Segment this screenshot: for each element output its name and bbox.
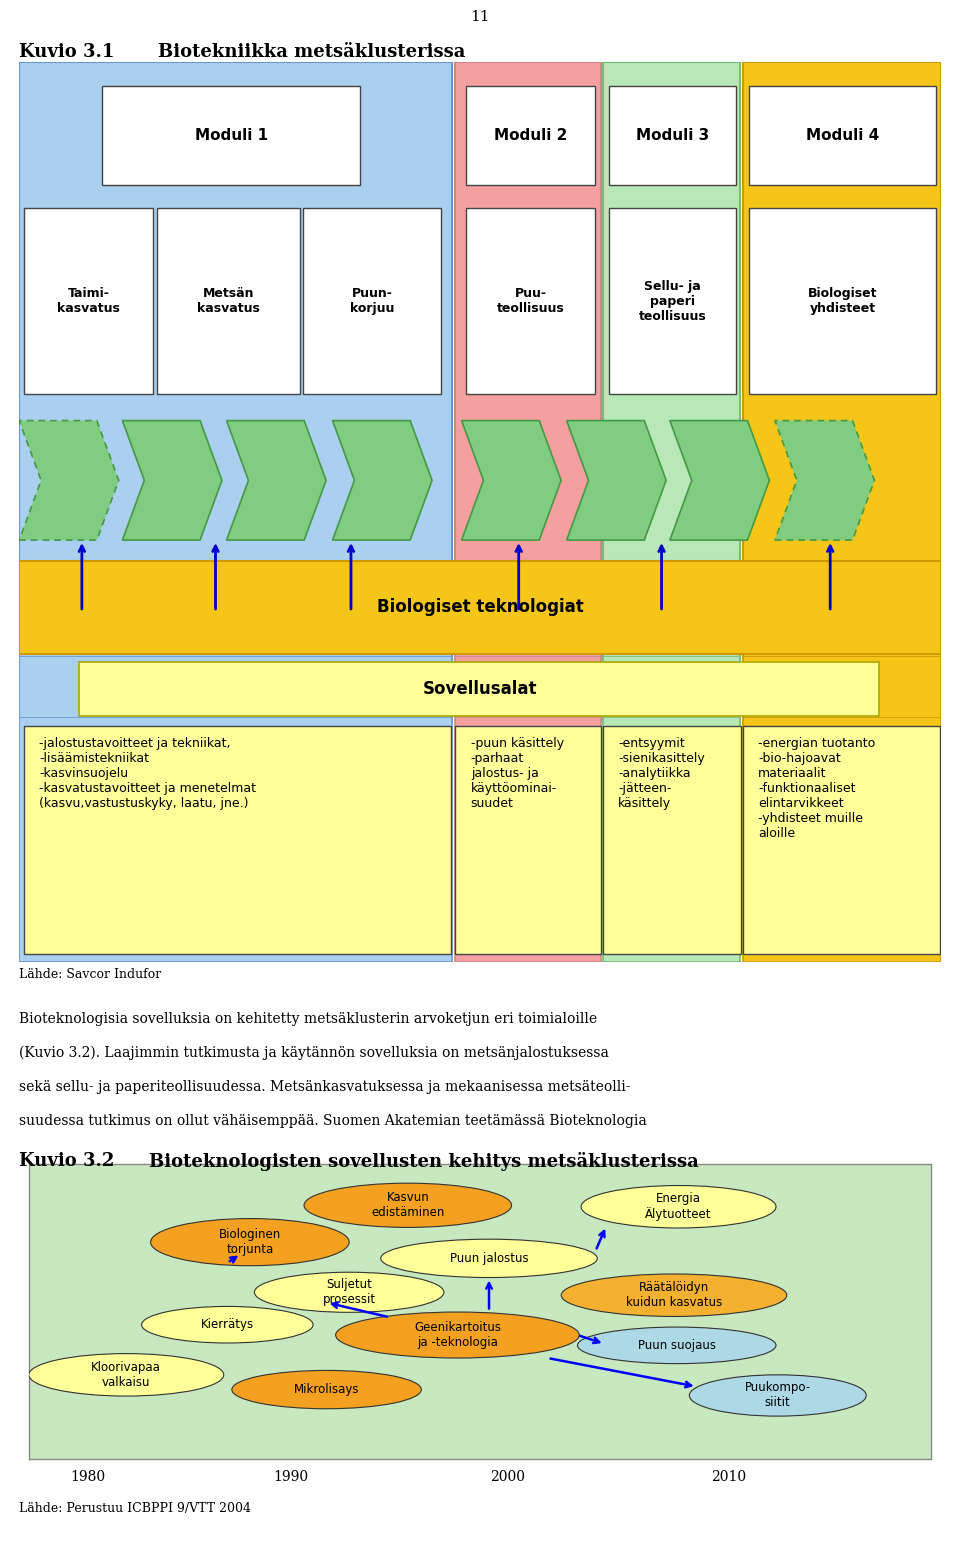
Text: Räätälöidyn
kuidun kasvatus: Räätälöidyn kuidun kasvatus xyxy=(626,1282,722,1310)
Bar xyxy=(455,717,601,962)
Polygon shape xyxy=(332,421,432,540)
FancyBboxPatch shape xyxy=(467,85,595,185)
Bar xyxy=(604,656,740,722)
Text: -jalostustavoitteet ja tekniikat,
-lisäämistekniikat
-kasvinsuojelu
-kasvatustav: -jalostustavoitteet ja tekniikat, -lisää… xyxy=(39,737,256,810)
Text: Geenikartoitus
ja -teknologia: Geenikartoitus ja -teknologia xyxy=(414,1321,501,1349)
Text: Puu-
teollisuus: Puu- teollisuus xyxy=(497,287,564,315)
Text: 2000: 2000 xyxy=(490,1470,524,1484)
Text: sekä sellu- ja paperiteollisuudessa. Metsänkasvatuksessa ja mekaanisessa metsäte: sekä sellu- ja paperiteollisuudessa. Met… xyxy=(19,1080,631,1094)
Text: Taimi-
kasvatus: Taimi- kasvatus xyxy=(57,287,120,315)
Text: Puun-
korjuu: Puun- korjuu xyxy=(350,287,395,315)
FancyBboxPatch shape xyxy=(749,85,936,185)
Bar xyxy=(743,62,941,660)
FancyBboxPatch shape xyxy=(157,208,300,394)
Text: Suljetut
prosessit: Suljetut prosessit xyxy=(323,1279,375,1307)
Text: Biologiset teknologiat: Biologiset teknologiat xyxy=(376,598,584,616)
FancyBboxPatch shape xyxy=(743,726,940,953)
Text: (Kuvio 3.2). Laajimmin tutkimusta ja käytännön sovelluksia on metsänjalostuksess: (Kuvio 3.2). Laajimmin tutkimusta ja käy… xyxy=(19,1046,609,1060)
Text: Moduli 2: Moduli 2 xyxy=(494,127,567,143)
Polygon shape xyxy=(19,421,119,540)
Bar xyxy=(455,62,601,660)
Bar xyxy=(743,656,941,722)
Ellipse shape xyxy=(578,1327,776,1364)
FancyBboxPatch shape xyxy=(102,85,360,185)
Bar xyxy=(79,661,879,717)
Text: -energian tuotanto
-bio-hajoavat
materiaalit
-funktionaaliset
elintarvikkeet
-yh: -energian tuotanto -bio-hajoavat materia… xyxy=(758,737,876,840)
Text: Biologiset
yhdisteet: Biologiset yhdisteet xyxy=(808,287,877,315)
Text: Kloorivapaa
valkaisu: Kloorivapaa valkaisu xyxy=(91,1361,161,1389)
Text: Puukompo-
siitit: Puukompo- siitit xyxy=(745,1381,811,1409)
Text: Kasvun
edistäminen: Kasvun edistäminen xyxy=(372,1192,444,1220)
Text: suudessa tutkimus on ollut vähäisemppää. Suomen Akatemian teetämässä Bioteknolog: suudessa tutkimus on ollut vähäisemppää.… xyxy=(19,1114,647,1128)
Text: 1980: 1980 xyxy=(70,1470,105,1484)
Text: Puun jalostus: Puun jalostus xyxy=(449,1252,528,1265)
Ellipse shape xyxy=(336,1311,579,1358)
Ellipse shape xyxy=(29,1353,224,1397)
FancyBboxPatch shape xyxy=(603,726,741,953)
FancyBboxPatch shape xyxy=(24,726,451,953)
Bar xyxy=(455,656,601,722)
Text: Bioteknologisia sovelluksia on kehitetty metsäklusterin arvoketjun eri toimialoi: Bioteknologisia sovelluksia on kehitetty… xyxy=(19,1012,597,1026)
Ellipse shape xyxy=(581,1186,776,1228)
Text: Lähde: Perustuu ICBPPI 9/VTT 2004: Lähde: Perustuu ICBPPI 9/VTT 2004 xyxy=(19,1502,252,1515)
FancyBboxPatch shape xyxy=(24,208,153,394)
Bar xyxy=(19,656,452,722)
Text: Moduli 1: Moduli 1 xyxy=(195,127,268,143)
Text: Metsän
kasvatus: Metsän kasvatus xyxy=(198,287,260,315)
Ellipse shape xyxy=(254,1273,444,1313)
Text: -puun käsittely
-parhaat
jalostus- ja
käyttöominai-
suudet: -puun käsittely -parhaat jalostus- ja kä… xyxy=(470,737,564,810)
Bar xyxy=(604,717,740,962)
Polygon shape xyxy=(462,421,561,540)
Text: Kuvio 3.2: Kuvio 3.2 xyxy=(19,1152,114,1170)
Text: Sovellusalat: Sovellusalat xyxy=(422,680,538,698)
Text: Mikrolisays: Mikrolisays xyxy=(294,1383,359,1397)
Polygon shape xyxy=(123,421,222,540)
FancyBboxPatch shape xyxy=(609,85,736,185)
Ellipse shape xyxy=(232,1370,421,1409)
Polygon shape xyxy=(227,421,326,540)
Ellipse shape xyxy=(381,1238,597,1277)
FancyBboxPatch shape xyxy=(609,208,736,394)
Text: 2010: 2010 xyxy=(710,1470,746,1484)
Text: Kierrätys: Kierrätys xyxy=(201,1318,253,1332)
FancyBboxPatch shape xyxy=(455,726,601,953)
Bar xyxy=(19,62,452,660)
Text: Biologinen
torjunta: Biologinen torjunta xyxy=(219,1228,281,1256)
Polygon shape xyxy=(566,421,666,540)
Ellipse shape xyxy=(689,1375,866,1415)
Ellipse shape xyxy=(304,1183,512,1228)
FancyBboxPatch shape xyxy=(467,208,595,394)
Bar xyxy=(743,717,941,962)
Ellipse shape xyxy=(562,1274,787,1316)
Text: Bioteknologisten sovellusten kehitys metsäklusterissa: Bioteknologisten sovellusten kehitys met… xyxy=(149,1152,699,1170)
Text: Moduli 3: Moduli 3 xyxy=(636,127,709,143)
Text: -entsyymit
-sienikasittely
-analytiikka
-jätteen-
käsittely: -entsyymit -sienikasittely -analytiikka … xyxy=(618,737,705,810)
FancyBboxPatch shape xyxy=(303,208,442,394)
Text: Puun suojaus: Puun suojaus xyxy=(637,1339,716,1352)
Polygon shape xyxy=(775,421,875,540)
Text: Kuvio 3.1: Kuvio 3.1 xyxy=(19,43,114,62)
Text: 1990: 1990 xyxy=(273,1470,308,1484)
Text: Energia
Älytuotteet: Energia Älytuotteet xyxy=(645,1192,711,1221)
Ellipse shape xyxy=(141,1307,313,1342)
Bar xyxy=(19,717,452,962)
Text: Lähde: Savcor Indufor: Lähde: Savcor Indufor xyxy=(19,968,161,981)
Bar xyxy=(19,560,941,653)
Text: 11: 11 xyxy=(470,9,490,25)
Polygon shape xyxy=(670,421,769,540)
Text: Sellu- ja
paperi
teollisuus: Sellu- ja paperi teollisuus xyxy=(638,279,707,323)
Bar xyxy=(604,62,740,660)
Text: Biotekniikka metsäklusterissa: Biotekniikka metsäklusterissa xyxy=(158,43,466,62)
Text: Moduli 4: Moduli 4 xyxy=(806,127,879,143)
Ellipse shape xyxy=(151,1218,349,1266)
FancyBboxPatch shape xyxy=(749,208,936,394)
